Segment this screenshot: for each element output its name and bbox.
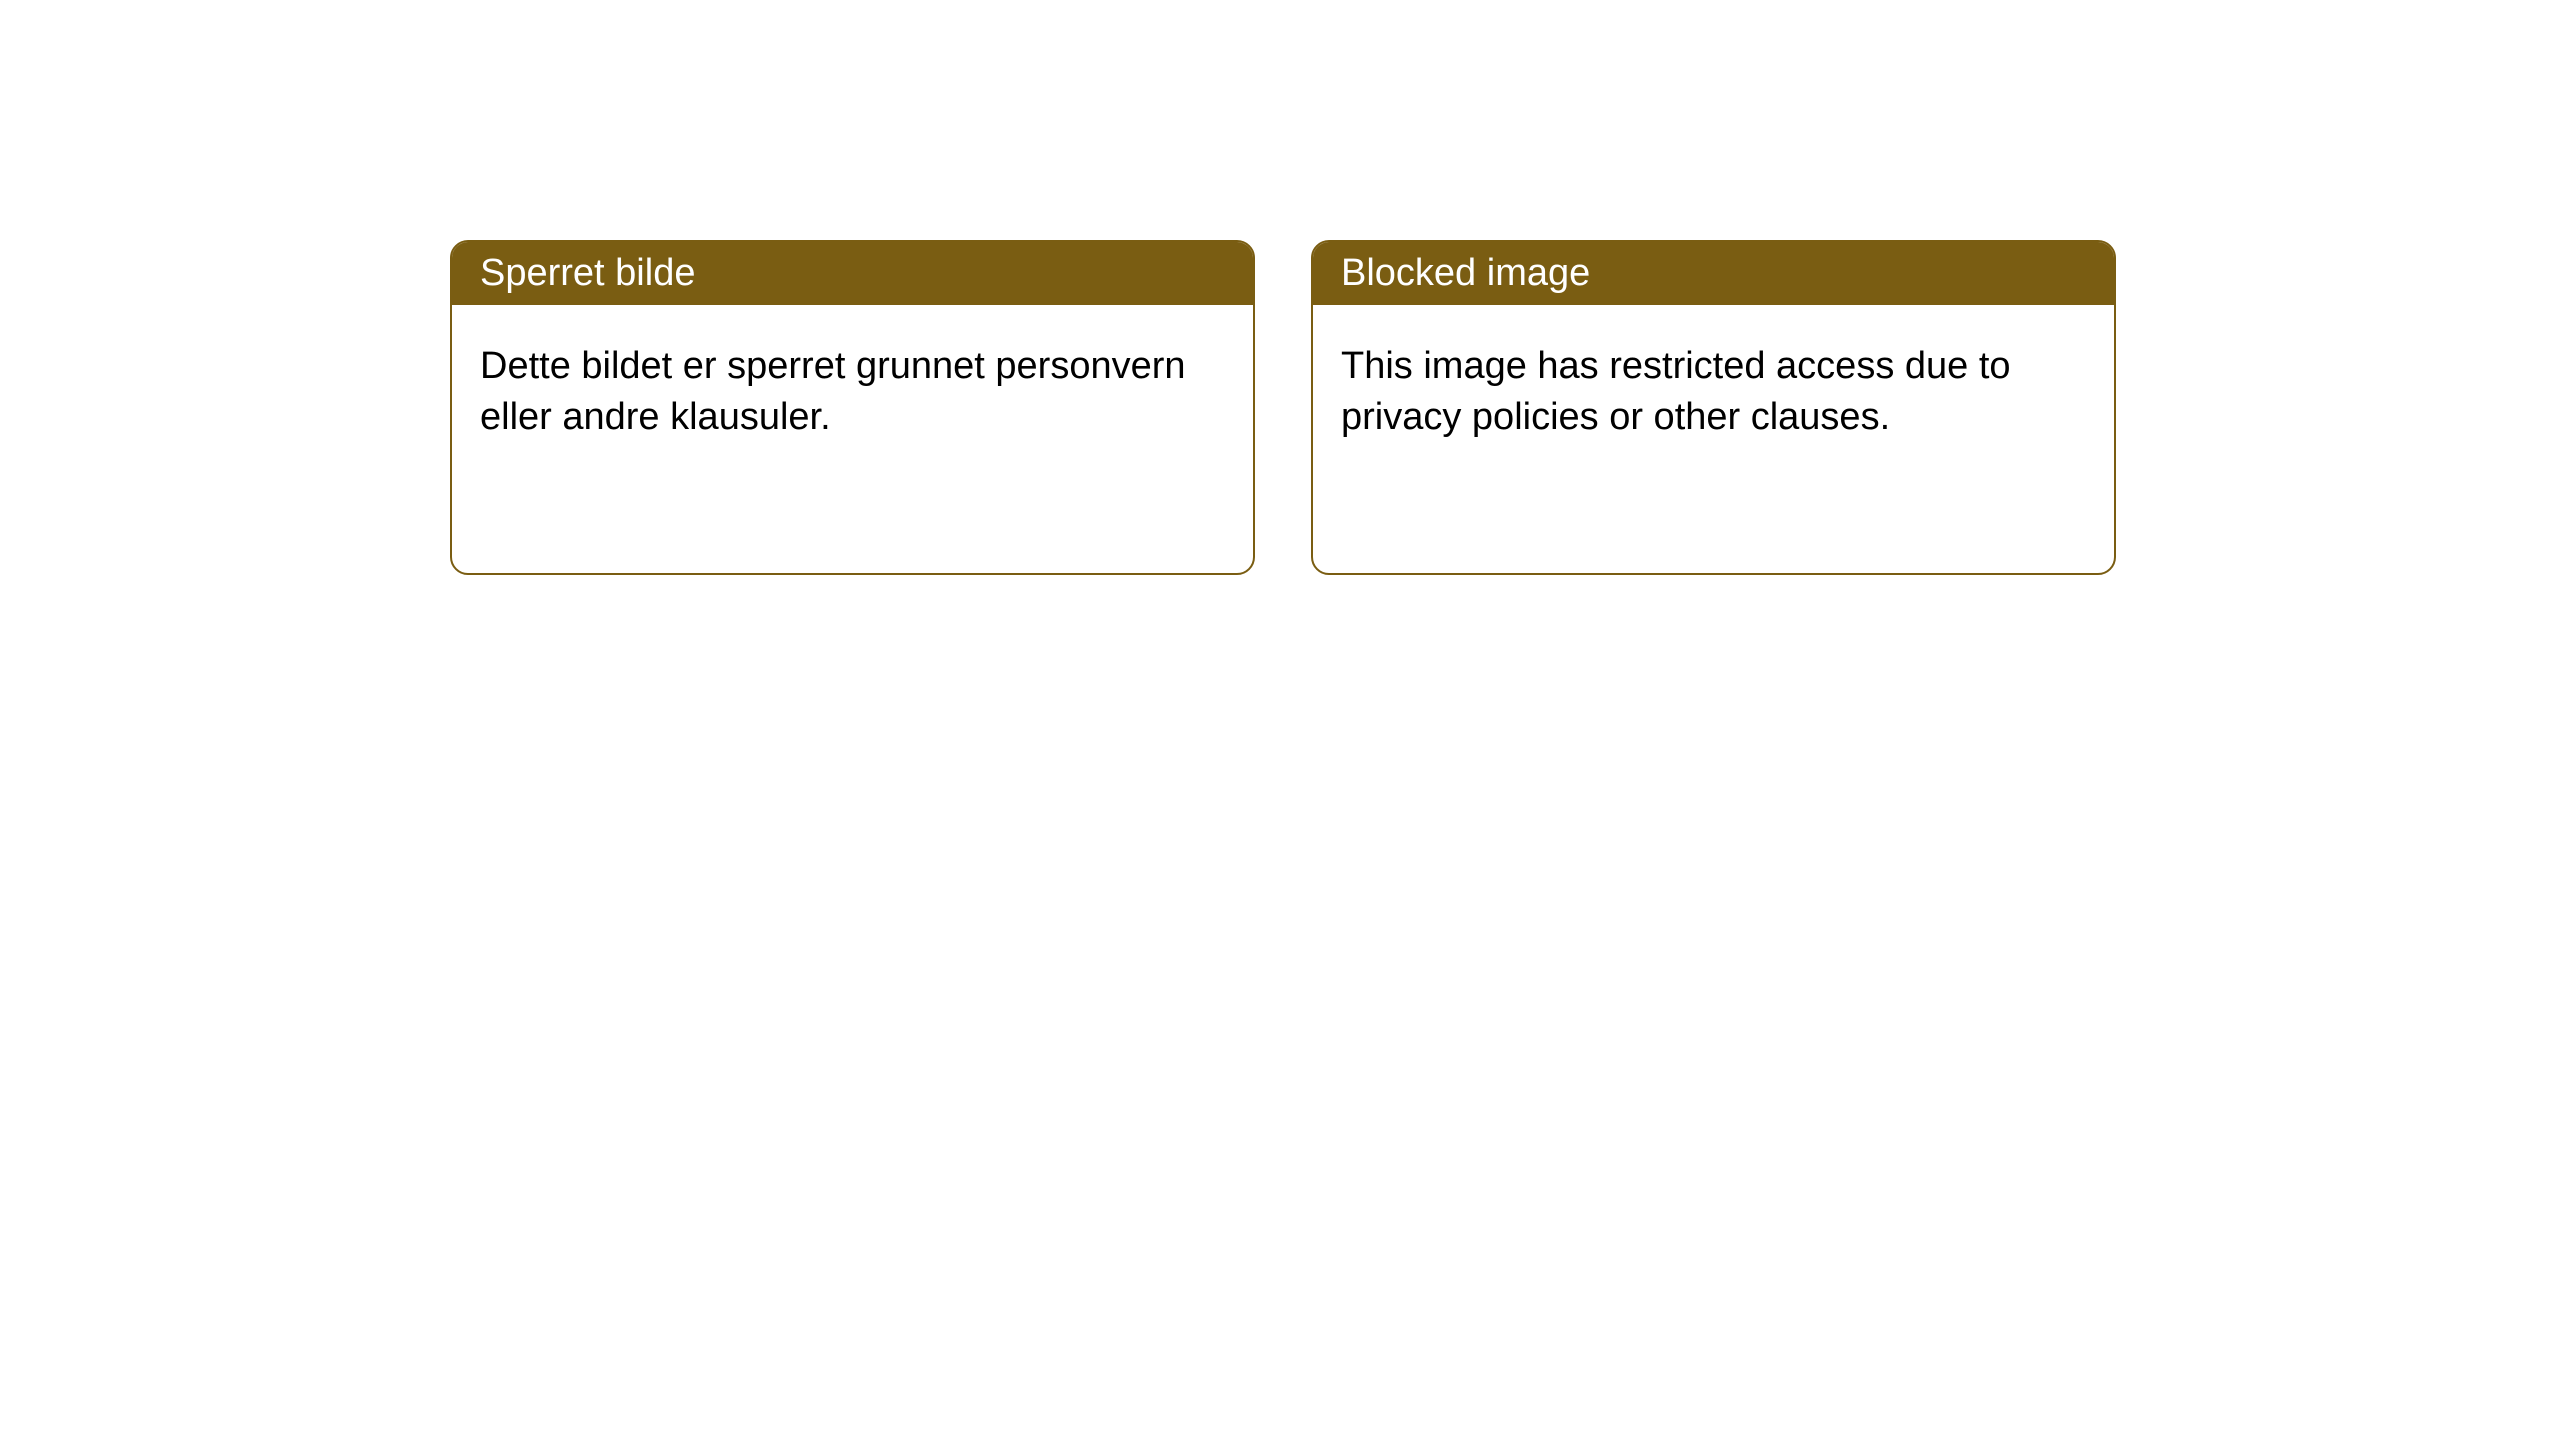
notice-card-title: Blocked image (1341, 252, 1590, 294)
notice-card-text: Dette bildet er sperret grunnet personve… (480, 345, 1186, 438)
notice-card-norwegian: Sperret bilde Dette bildet er sperret gr… (450, 240, 1255, 575)
notice-card-text: This image has restricted access due to … (1341, 345, 2011, 438)
notice-card-header: Blocked image (1313, 242, 2114, 305)
notice-card-container: Sperret bilde Dette bildet er sperret gr… (0, 0, 2560, 575)
notice-card-english: Blocked image This image has restricted … (1311, 240, 2116, 575)
notice-card-body: Dette bildet er sperret grunnet personve… (452, 305, 1253, 480)
notice-card-title: Sperret bilde (480, 252, 695, 294)
notice-card-body: This image has restricted access due to … (1313, 305, 2114, 480)
notice-card-header: Sperret bilde (452, 242, 1253, 305)
